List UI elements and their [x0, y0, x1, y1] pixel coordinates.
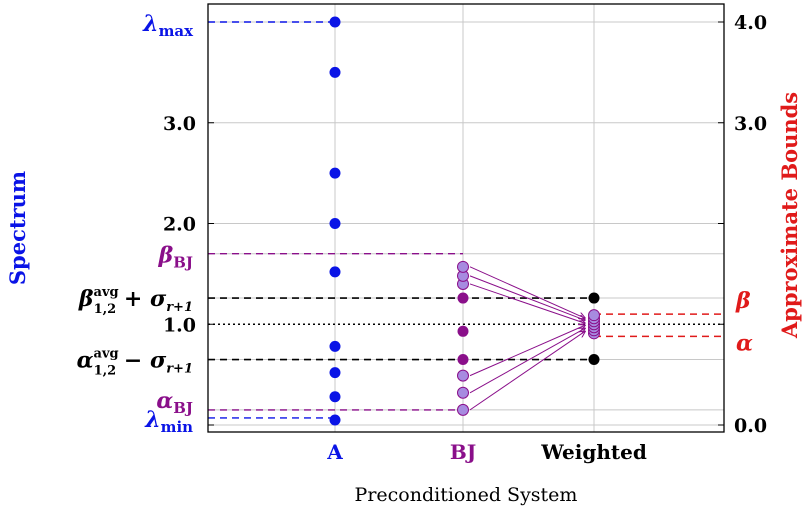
- label-base: β: [158, 243, 174, 269]
- alpha-avg-label: αavg 1,2 − σr+1: [77, 347, 193, 379]
- point-a: [329, 391, 341, 403]
- point-weighted-dark: [588, 354, 600, 366]
- label-base: λ: [144, 407, 160, 433]
- left-tick-label: 2.0: [163, 214, 196, 236]
- arrow: [469, 325, 585, 377]
- point-bj-light: [457, 260, 469, 273]
- label-tail-sub: r+1: [166, 300, 193, 315]
- arrow-layer: [469, 266, 585, 411]
- point-bj-dark: [457, 354, 469, 366]
- arrow: [469, 328, 585, 394]
- arrow: [469, 283, 585, 323]
- reference-line-label: 1.0: [163, 314, 196, 336]
- point-a: [329, 340, 341, 352]
- point-bj-light: [457, 403, 469, 416]
- point-a: [329, 218, 341, 229]
- alpha-bj-label: αBJ: [156, 388, 193, 417]
- label-sup: avg: [94, 285, 119, 300]
- point-bj-light: [457, 386, 469, 399]
- point-a: [329, 266, 341, 278]
- point-a: [329, 414, 341, 426]
- label-sub: 1,2: [94, 364, 117, 379]
- lambda-max-label: λmax: [142, 11, 194, 40]
- y-axis-label-left: Spectrum: [5, 171, 30, 285]
- arrow: [469, 275, 585, 320]
- right-tick-label: 0.0: [734, 415, 767, 437]
- label-base: α: [156, 388, 173, 414]
- grid-layer: [208, 4, 724, 432]
- label-sub: max: [159, 22, 195, 40]
- right-tick-label: 4.0: [734, 12, 767, 34]
- point-bj-light: [457, 369, 469, 382]
- y-axis-label-right: Approximate Bounds: [777, 92, 802, 339]
- arrow: [469, 266, 585, 318]
- category-label: BJ: [450, 440, 476, 464]
- beta-label: β: [735, 288, 751, 314]
- beta-bj-label: βBJ: [158, 243, 193, 272]
- point-weighted-light: [588, 309, 600, 322]
- left-tick-label: 3.0: [163, 113, 196, 135]
- label-sub: BJ: [173, 254, 193, 272]
- point-bj-dark: [457, 325, 469, 337]
- point-weighted-dark: [588, 292, 600, 304]
- label-sub: 1,2: [94, 302, 117, 317]
- right-tick-label: 3.0: [734, 113, 767, 135]
- plot-frame: [207, 3, 725, 433]
- point-a: [329, 367, 341, 379]
- lambda-min-label: λmin: [144, 407, 193, 436]
- label-base: α: [77, 348, 94, 374]
- points-layer: [329, 16, 600, 426]
- point-a: [329, 167, 341, 179]
- category-label: A: [326, 440, 343, 464]
- arrow: [469, 331, 585, 411]
- alpha-label: α: [736, 330, 753, 356]
- label-sub: BJ: [173, 399, 193, 417]
- label-sup: avg: [94, 347, 119, 362]
- label-sub: min: [161, 418, 194, 436]
- label-base: β: [78, 286, 94, 312]
- point-bj-dark: [457, 292, 469, 304]
- label-tail-sub: r+1: [166, 362, 193, 377]
- x-axis-label: Preconditioned System: [355, 484, 578, 506]
- beta-avg-label: βavg 1,2 + σr+1: [78, 285, 193, 317]
- category-label: Weighted: [540, 440, 647, 464]
- point-a: [329, 16, 341, 28]
- point-a: [329, 66, 341, 78]
- bounds-layer: [208, 21, 724, 419]
- label-tail: + σ: [116, 286, 167, 312]
- label-base: λ: [142, 11, 158, 37]
- label-tail: − σ: [116, 348, 167, 374]
